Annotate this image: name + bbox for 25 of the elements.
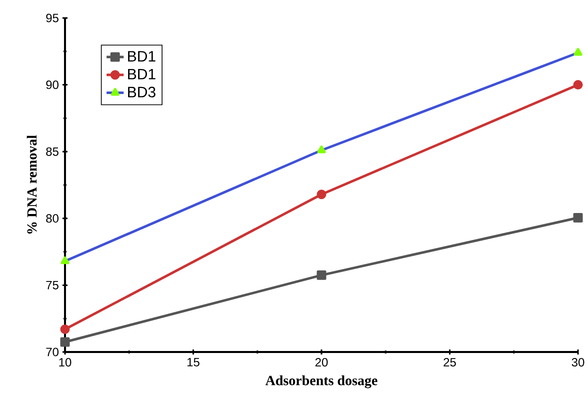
y-tick-label: 70 [46,348,59,356]
x-tick-label: 10 [59,358,72,367]
point [60,337,70,347]
x-axis-title: Adsorbents dosage [265,375,378,388]
point [316,190,326,200]
y-tick-label: 80 [46,214,59,223]
point [574,48,582,56]
y-tick-label: 85 [46,147,58,156]
y-tick-label: 75 [46,281,58,290]
point [573,80,583,90]
x-tick-label: 15 [187,358,200,366]
y-axis-title: % DNA removal [26,135,37,234]
point [60,256,70,264]
y-tick-label: 90 [46,80,59,90]
y-tick-label: 95 [46,14,58,22]
point [316,270,326,280]
x-tick-label: 20 [315,358,328,367]
x-tick-label: 25 [444,358,456,367]
legend-label: BD3 [128,86,156,98]
legend-label: BD1 [128,68,156,80]
point [573,212,583,222]
legend-label: BD1 [128,51,156,62]
x-tick-label: 30 [572,358,584,367]
point [60,324,70,334]
point [317,146,326,154]
